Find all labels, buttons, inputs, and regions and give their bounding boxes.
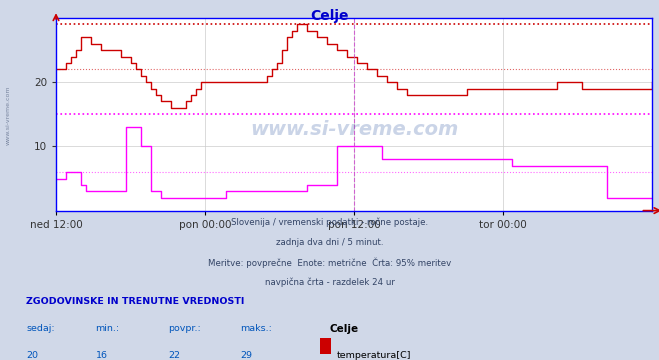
Text: www.si-vreme.com: www.si-vreme.com <box>6 85 11 145</box>
Text: 16: 16 <box>96 351 107 360</box>
Text: maks.:: maks.: <box>241 324 272 333</box>
Text: Slovenija / vremenski podatki - ročne postaje.: Slovenija / vremenski podatki - ročne po… <box>231 218 428 227</box>
Text: sedaj:: sedaj: <box>26 324 55 333</box>
Text: www.si-vreme.com: www.si-vreme.com <box>250 120 459 139</box>
Text: Meritve: povprečne  Enote: metrične  Črta: 95% meritev: Meritve: povprečne Enote: metrične Črta:… <box>208 257 451 268</box>
Text: min.:: min.: <box>96 324 120 333</box>
Text: Celje: Celje <box>330 324 358 334</box>
Text: 22: 22 <box>168 351 180 360</box>
Text: navpična črta - razdelek 24 ur: navpična črta - razdelek 24 ur <box>264 277 395 287</box>
Text: zadnja dva dni / 5 minut.: zadnja dva dni / 5 minut. <box>275 238 384 247</box>
Text: ZGODOVINSKE IN TRENUTNE VREDNOSTI: ZGODOVINSKE IN TRENUTNE VREDNOSTI <box>26 297 244 306</box>
Text: Celje: Celje <box>310 9 349 23</box>
Text: temperatura[C]: temperatura[C] <box>337 351 411 360</box>
Text: povpr.:: povpr.: <box>168 324 201 333</box>
Text: 29: 29 <box>241 351 252 360</box>
Text: 20: 20 <box>26 351 38 360</box>
